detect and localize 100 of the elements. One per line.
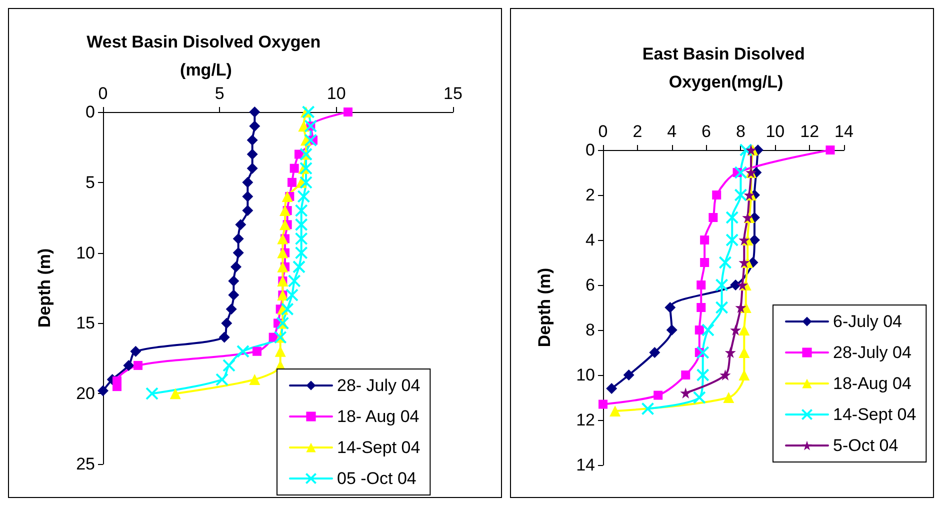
point: [726, 234, 739, 246]
point: [226, 304, 237, 315]
legend-label: 14-Sept 04: [833, 405, 916, 424]
point: [252, 346, 262, 356]
y-tick-label: 10: [576, 366, 595, 384]
point: [242, 190, 254, 202]
point: [730, 280, 742, 290]
point: [723, 392, 734, 403]
point: [277, 247, 288, 258]
point: [664, 302, 676, 313]
point: [242, 176, 254, 188]
point: [666, 324, 678, 336]
point: [235, 219, 246, 230]
x-tick-label: 2: [632, 122, 642, 141]
point: [216, 373, 228, 386]
point: [735, 302, 746, 313]
point: [221, 318, 232, 329]
point: [232, 233, 244, 244]
point: [715, 278, 728, 292]
point: [280, 219, 290, 230]
y-tick-label: 0: [86, 102, 95, 122]
point: [649, 347, 660, 358]
point: [228, 275, 240, 286]
point: [696, 346, 710, 359]
point: [288, 178, 296, 187]
point: [734, 166, 748, 179]
point: [680, 388, 692, 398]
point: [228, 290, 240, 301]
point: [702, 324, 715, 336]
legend-label: 18- Aug 04: [337, 407, 420, 426]
y-tick-label: 8: [586, 320, 595, 340]
point: [610, 406, 621, 416]
x-tick-label: 12: [800, 122, 820, 141]
point: [738, 347, 750, 358]
point: [696, 280, 706, 290]
point: [738, 370, 750, 380]
y-tick-label: 5: [86, 172, 95, 192]
point: [712, 190, 722, 200]
point: [277, 233, 288, 244]
point: [696, 303, 706, 312]
y-tick-label: 20: [76, 384, 95, 404]
point: [736, 280, 748, 290]
point: [724, 347, 736, 358]
point: [146, 387, 158, 400]
point: [123, 360, 134, 371]
y-tick-label: 12: [576, 410, 595, 430]
point: [249, 106, 260, 118]
x-tick-label: 4: [667, 122, 677, 141]
point: [718, 256, 732, 269]
legend-label: 6-July 04: [833, 312, 902, 331]
point: [738, 324, 750, 336]
point: [748, 234, 760, 246]
point: [230, 261, 242, 272]
x-tick-label: 10: [766, 122, 785, 141]
point: [218, 332, 230, 343]
point: [726, 211, 739, 224]
y-tick-label: 6: [586, 276, 595, 294]
point: [246, 162, 258, 174]
point: [623, 370, 634, 380]
point: [708, 213, 718, 222]
y-tick-label: 14: [576, 456, 595, 474]
point: [236, 344, 250, 358]
point: [249, 374, 260, 386]
x-tick-label: 6: [702, 122, 712, 141]
legend-label: 18-Aug 04: [833, 374, 912, 393]
point: [739, 144, 752, 156]
point: [280, 205, 290, 216]
y-tick-label: 25: [76, 454, 95, 474]
point: [606, 383, 618, 394]
point: [654, 390, 663, 400]
y-tick-label: 4: [586, 230, 595, 250]
point: [98, 385, 108, 396]
point: [246, 134, 258, 146]
point: [720, 370, 731, 380]
x-tick-label: 5: [214, 84, 224, 103]
point: [715, 301, 728, 314]
legend-label: 28-July 04: [833, 343, 912, 362]
point: [290, 164, 299, 173]
legend-label: 28- July 04: [337, 376, 420, 395]
legend-label: 05 -Oct 04: [337, 469, 416, 488]
point: [692, 391, 706, 404]
y-tick-label: 10: [76, 243, 95, 262]
y-tick-label: 15: [76, 314, 95, 333]
legend-label: 14-Sept 04: [337, 438, 420, 457]
point: [696, 368, 710, 382]
point: [730, 324, 742, 336]
point: [274, 346, 286, 357]
y-axis-title: Depth (m): [35, 248, 54, 328]
y-tick-label: 2: [586, 186, 595, 204]
point: [277, 261, 288, 272]
x-tick-label: 0: [598, 122, 608, 141]
x-tick-label: 0: [98, 84, 108, 103]
legend-label: 5-Oct 04: [833, 436, 898, 455]
point: [232, 247, 244, 258]
point: [700, 236, 710, 244]
point: [734, 188, 748, 202]
x-tick-label: 14: [834, 122, 854, 141]
y-tick-label: 0: [586, 140, 595, 160]
point: [249, 120, 260, 132]
point: [700, 258, 710, 267]
